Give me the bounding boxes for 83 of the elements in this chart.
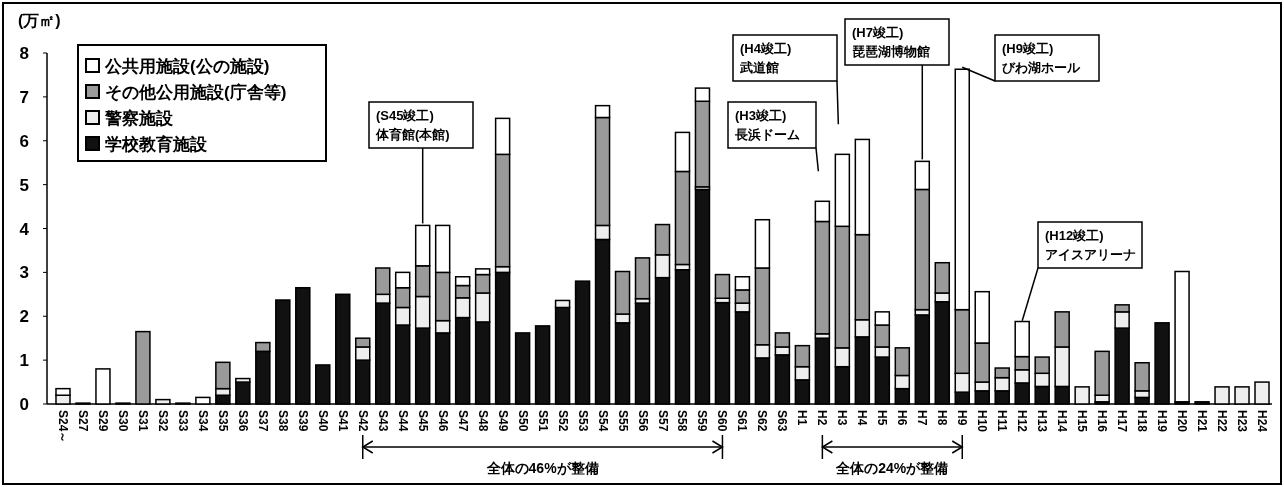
x-tick-label: H2	[815, 410, 830, 426]
x-tick-label: H19	[1155, 410, 1170, 433]
x-tick-label: S38	[275, 410, 290, 432]
x-tick-label: S47	[455, 410, 470, 432]
annotation: (H4竣工) 武道館	[739, 41, 792, 75]
x-tick-label: S50	[515, 410, 530, 432]
x-tick-label: H10	[975, 410, 990, 433]
text: 全体の46%が整備	[485, 460, 599, 476]
x-tick-label: H6	[895, 410, 910, 426]
x-tick-label: S27	[75, 410, 90, 432]
y-tick-label: 8	[19, 44, 29, 63]
y-tick-label: 0	[19, 395, 29, 414]
x-tick-label: S44	[395, 410, 410, 432]
x-tick-label: H24	[1255, 410, 1270, 433]
x-tick-label: S29	[95, 410, 110, 432]
x-tick-label: S34	[195, 410, 210, 432]
x-tick-label: S24～	[55, 410, 70, 444]
x-tick-label: H23	[1235, 410, 1250, 433]
x-tick-label: S60	[715, 410, 730, 432]
x-tick-label: S48	[475, 410, 490, 432]
x-tick-label: S51	[535, 410, 550, 432]
x-tick-label: H7	[915, 410, 930, 426]
x-tick-label: H5	[875, 410, 890, 426]
x-tick-label: H13	[1035, 410, 1050, 433]
x-tick-label: S35	[215, 410, 230, 432]
y-tick-label: 3	[19, 263, 29, 283]
x-tick-label: H16	[1095, 410, 1110, 433]
x-tick-label: H3	[835, 410, 850, 426]
x-tick-label: S31	[135, 410, 150, 432]
annotation: (S45竣工) 体育館(本館)	[375, 108, 450, 142]
x-tick-label: S59	[695, 410, 710, 432]
x-tick-label: S32	[155, 410, 170, 432]
y-tick-label: 1	[19, 351, 29, 371]
x-tick-label: H12	[1015, 410, 1030, 433]
text: 全体の24%が整備	[835, 460, 949, 476]
x-tick-label: S55	[615, 410, 630, 432]
x-tick-label: S54	[595, 410, 610, 432]
x-tick-label: S46	[435, 410, 450, 432]
x-tick-label: H17	[1115, 410, 1130, 433]
x-tick-label: S58	[675, 410, 690, 432]
x-tick-label: S61	[735, 410, 750, 432]
legend-label: 学校教育施設	[105, 134, 208, 154]
annotation: (H3竣工) 長浜ドーム	[734, 108, 800, 142]
x-tick-label: S43	[375, 410, 390, 432]
y-tick-label: 5	[19, 175, 29, 195]
annotation: (H7竣工) 琵琶湖博物館	[852, 25, 930, 59]
x-tick-label: S39	[295, 410, 310, 432]
x-tick-label: S30	[115, 410, 130, 432]
x-tick-label: H1	[795, 410, 810, 426]
x-tick-label: S62	[755, 410, 770, 432]
legend-label: 公共用施設(公の施設)	[104, 57, 270, 76]
x-tick-label: H11	[995, 410, 1010, 432]
x-tick-label: H14	[1055, 410, 1070, 433]
x-tick-label: S37	[255, 410, 270, 432]
y-axis-title: (万㎡)	[18, 12, 61, 29]
x-tick-label: S53	[575, 410, 590, 432]
x-tick-label: H9	[955, 410, 970, 426]
y-tick-label: 6	[19, 131, 29, 151]
x-tick-label: S52	[555, 410, 570, 432]
x-tick-label: H15	[1075, 410, 1090, 433]
x-tick-label: S36	[235, 410, 250, 432]
x-tick-label: H21	[1195, 410, 1210, 433]
x-tick-label: S41	[335, 410, 350, 432]
y-tick-label: 4	[19, 219, 30, 239]
annotation: (H9竣工) びわ湖ホール	[1002, 41, 1081, 75]
y-tick-label: 7	[19, 87, 29, 107]
x-tick-label: H4	[855, 410, 870, 426]
legend-label: 警察施設	[104, 109, 174, 128]
x-tick-label: S42	[355, 410, 370, 432]
x-tick-label: S57	[655, 410, 670, 432]
annotation: (H12竣工) アイスアリーナ	[1045, 228, 1136, 262]
x-tick-label: S45	[415, 410, 430, 432]
x-tick-label: H8	[935, 410, 950, 426]
x-tick-label: S63	[775, 410, 790, 432]
x-tick-label: S56	[635, 410, 650, 432]
x-tick-label: S33	[175, 410, 190, 432]
x-tick-label: H20	[1175, 410, 1190, 433]
legend-label: その他公用施設(庁舎等)	[105, 83, 287, 102]
x-tick-label: H22	[1215, 410, 1230, 433]
x-tick-label: H18	[1135, 410, 1150, 433]
x-tick-label: S49	[495, 410, 510, 432]
x-tick-label: S40	[315, 410, 330, 432]
y-tick-label: 2	[19, 307, 29, 327]
